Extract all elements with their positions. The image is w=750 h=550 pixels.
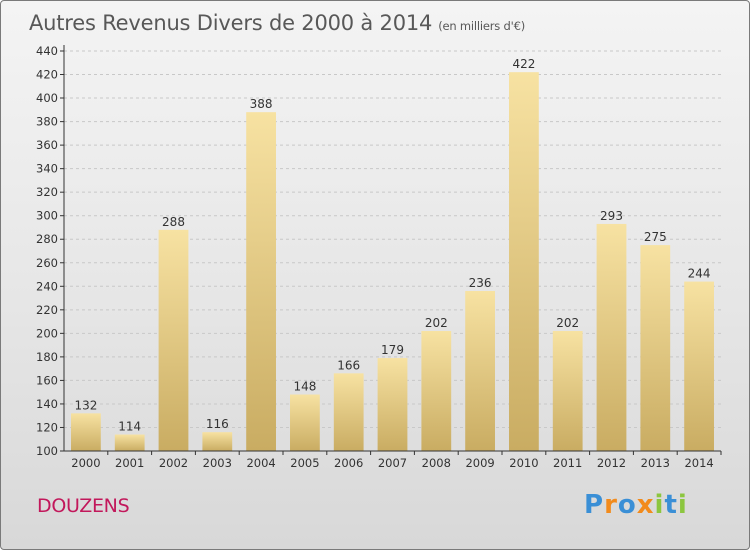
y-tick-label: 120 [36, 420, 58, 434]
y-tick-label: 300 [36, 209, 58, 223]
y-tick-label: 200 [36, 326, 58, 340]
y-tick-label: 400 [36, 91, 58, 105]
proxiti-logo: Proxiti [584, 490, 688, 520]
bar [377, 358, 408, 451]
logo-letter: o [617, 490, 637, 520]
x-axis-ticks: 2000 2001 2002 2003 2004 2005 2006 2007 2008 2009… [71, 451, 722, 470]
y-tick-label: 180 [36, 350, 58, 364]
y-tick-label: 440 [36, 44, 58, 58]
bar [71, 413, 101, 451]
bar [640, 245, 671, 451]
logo-letter: r [604, 490, 618, 520]
x-tick-label: 2011 [553, 456, 582, 470]
x-tick-label: 2008 [422, 456, 451, 470]
x-tick-label: 2003 [203, 456, 232, 470]
data-label: 293 [600, 209, 623, 223]
bars [71, 72, 714, 452]
x-tick-label: 2013 [641, 456, 670, 470]
bar [552, 331, 583, 451]
x-tick-label: 2002 [159, 456, 188, 470]
data-label: 166 [337, 358, 360, 372]
data-label: 288 [162, 215, 185, 229]
logo-letter: t [664, 490, 678, 520]
bar [596, 223, 627, 451]
data-label: 422 [512, 57, 535, 71]
bar [246, 112, 276, 452]
logo-letter: P [584, 490, 605, 520]
bar [509, 72, 539, 452]
x-tick-label: 2005 [290, 456, 319, 470]
x-tick-label: 2010 [509, 456, 538, 470]
y-tick-label: 360 [36, 138, 58, 152]
chart-title: Autres Revenus Divers de 2000 à 2014 (en … [29, 11, 525, 35]
bar [202, 432, 233, 451]
y-axis-ticks: 100 120 140 160 180 200 220 240 260 280 300 320 340 3… [36, 44, 64, 458]
data-label: 132 [74, 398, 97, 412]
y-tick-label: 320 [36, 185, 58, 199]
data-label: 236 [469, 276, 492, 290]
x-tick-label: 2012 [597, 456, 626, 470]
bar [684, 281, 714, 451]
bar [465, 291, 495, 451]
x-tick-label: 2009 [465, 456, 494, 470]
y-tick-label: 160 [36, 373, 58, 387]
data-label: 244 [688, 267, 711, 281]
bar [421, 331, 452, 451]
x-tick-label: 2000 [71, 456, 100, 470]
chart-subtitle: (en milliers d'€) [438, 19, 526, 33]
y-tick-label: 260 [36, 256, 58, 270]
bar [290, 394, 320, 451]
data-label: 388 [250, 97, 273, 111]
data-label: 202 [556, 316, 579, 330]
y-tick-label: 100 [36, 444, 58, 458]
logo-letter: x [636, 490, 655, 520]
bar [158, 229, 189, 451]
y-tick-label: 240 [36, 279, 58, 293]
commune-name: DOUZENS [37, 495, 130, 517]
x-tick-label: 2004 [246, 456, 275, 470]
bar [114, 434, 145, 451]
logo-letter: i [677, 490, 688, 520]
y-tick-label: 340 [36, 162, 58, 176]
bar [333, 373, 364, 451]
x-tick-label: 2006 [334, 456, 363, 470]
data-label: 202 [425, 316, 448, 330]
logo-letter: i [654, 490, 665, 520]
axes [63, 45, 721, 452]
chart-title-text: Autres Revenus Divers de 2000 à 2014 [29, 11, 433, 35]
data-label: 179 [381, 343, 404, 357]
data-label: 148 [293, 380, 316, 394]
y-tick-label: 140 [36, 397, 58, 411]
y-tick-label: 280 [36, 232, 58, 246]
data-label: 116 [206, 417, 229, 431]
y-tick-label: 420 [36, 68, 58, 82]
data-labels: 132 114 288 116 388 148 166 179 202 236 422 202 293 2… [74, 57, 710, 433]
y-tick-label: 380 [36, 115, 58, 129]
x-tick-label: 2001 [115, 456, 144, 470]
x-tick-label: 2007 [378, 456, 407, 470]
data-label: 275 [644, 230, 667, 244]
data-label: 114 [118, 420, 141, 434]
x-tick-label: 2014 [684, 456, 713, 470]
y-tick-label: 220 [36, 303, 58, 317]
